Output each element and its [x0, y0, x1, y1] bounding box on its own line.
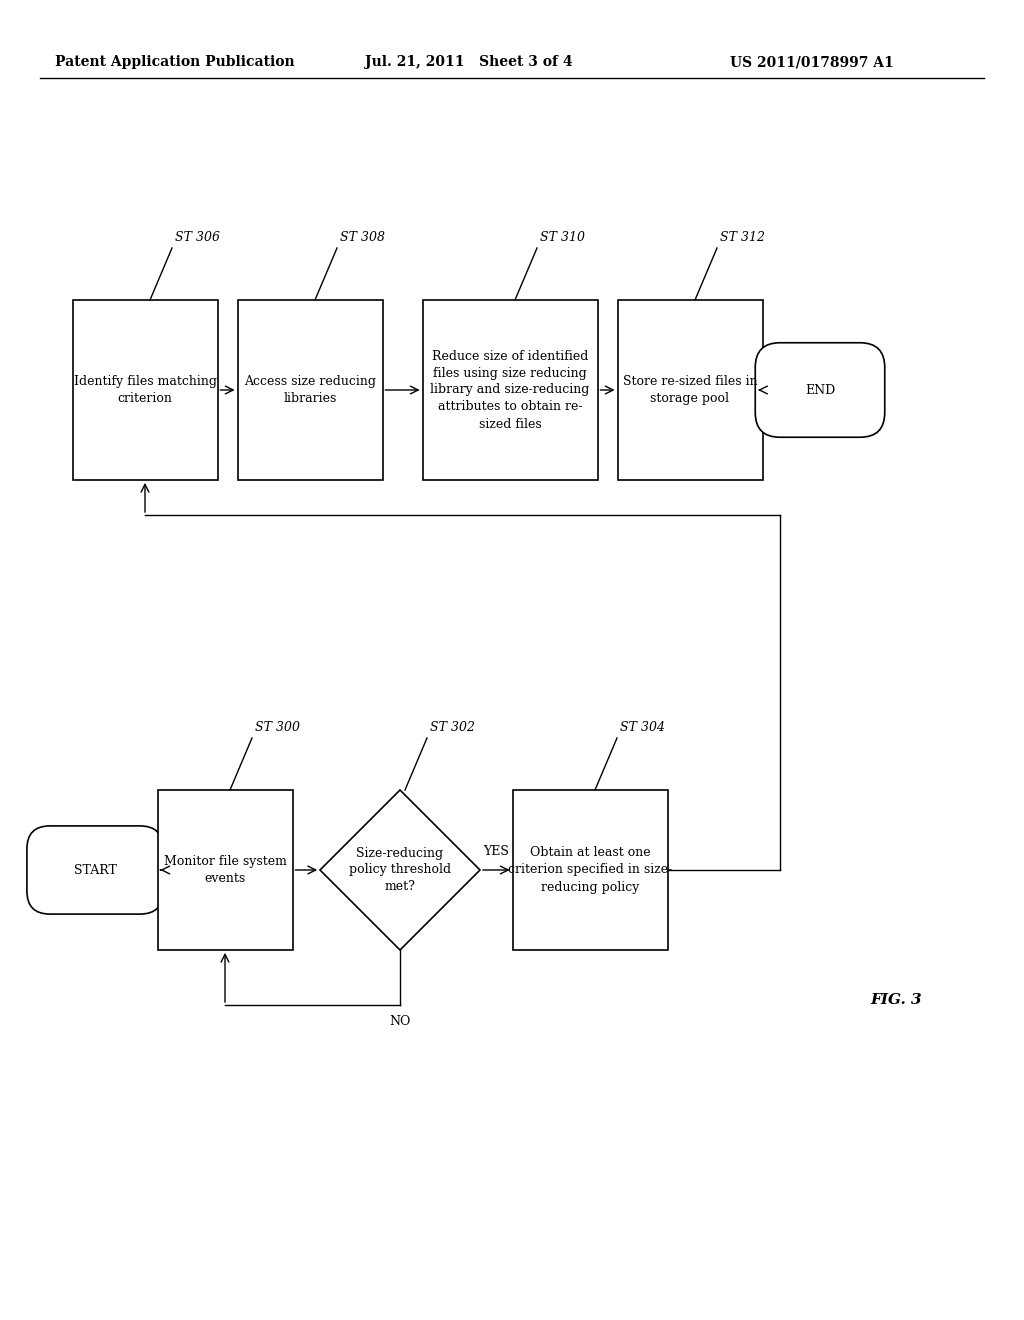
Text: ST 306: ST 306: [175, 231, 220, 244]
Text: ST 300: ST 300: [255, 721, 300, 734]
Bar: [238, 300, 383, 480]
Text: Access size reducing
libraries: Access size reducing libraries: [244, 375, 376, 405]
Text: ST 310: ST 310: [540, 231, 585, 244]
Text: FIG. 3: FIG. 3: [870, 993, 922, 1007]
FancyBboxPatch shape: [756, 343, 885, 437]
Text: Jul. 21, 2011   Sheet 3 of 4: Jul. 21, 2011 Sheet 3 of 4: [365, 55, 572, 69]
Text: Obtain at least one
criterion specified in size-
reducing policy: Obtain at least one criterion specified …: [508, 846, 672, 894]
Bar: [512, 789, 668, 950]
Text: ST 312: ST 312: [720, 231, 765, 244]
Text: ST 308: ST 308: [340, 231, 385, 244]
Text: US 2011/0178997 A1: US 2011/0178997 A1: [730, 55, 894, 69]
Text: ST 302: ST 302: [430, 721, 475, 734]
Text: NO: NO: [389, 1015, 411, 1028]
Text: Size-reducing
policy threshold
met?: Size-reducing policy threshold met?: [349, 846, 451, 894]
Text: Identify files matching
criterion: Identify files matching criterion: [74, 375, 216, 405]
Text: Monitor file system
events: Monitor file system events: [164, 855, 287, 884]
Text: START: START: [74, 863, 117, 876]
Text: ST 304: ST 304: [620, 721, 665, 734]
Bar: [158, 789, 293, 950]
Bar: [73, 300, 217, 480]
FancyBboxPatch shape: [27, 826, 163, 913]
Bar: [617, 300, 763, 480]
Bar: [423, 300, 597, 480]
Text: Store re-sized files in
storage pool: Store re-sized files in storage pool: [623, 375, 758, 405]
Text: Reduce size of identified
files using size reducing
library and size-reducing
at: Reduce size of identified files using si…: [430, 350, 590, 430]
Text: END: END: [805, 384, 836, 396]
Text: Patent Application Publication: Patent Application Publication: [55, 55, 295, 69]
Polygon shape: [319, 789, 480, 950]
Text: YES: YES: [483, 845, 509, 858]
